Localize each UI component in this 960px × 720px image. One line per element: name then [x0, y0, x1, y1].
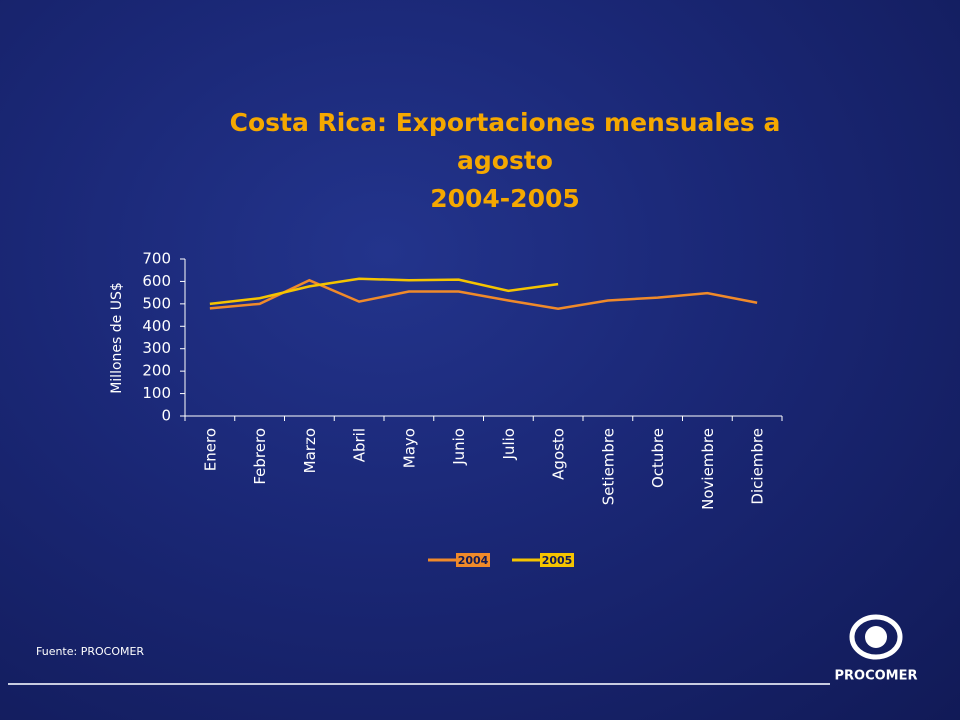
x-tick-label: Julio	[500, 428, 518, 460]
series-line	[209, 277, 559, 306]
logo	[849, 614, 903, 660]
x-tick-label: Mayo	[400, 428, 418, 468]
x-tick-label: Agosto	[550, 428, 568, 480]
x-tick-label: Febrero	[251, 428, 269, 485]
x-tick-label: Diciembre	[749, 428, 767, 505]
logo-globe	[865, 626, 887, 648]
logo-ring	[849, 614, 903, 660]
chart-title: Costa Rica: Exportaciones mensuales a ag…	[229, 108, 781, 175]
y-tick-label: 100	[142, 384, 171, 402]
y-tick-label: 0	[161, 407, 171, 425]
y-tick-label: 200	[142, 362, 171, 380]
x-tick-label: Octubre	[649, 428, 667, 488]
x-tick-label: Enero	[201, 428, 219, 471]
x-tick-label: Noviembre	[699, 428, 717, 510]
y-axis-label: Millones de US$	[109, 282, 125, 394]
y-tick-label: 700	[142, 250, 171, 268]
x-tick-label: Marzo	[301, 428, 319, 473]
source: Fuente: PROCOMER	[36, 645, 144, 658]
y-tick-label: 500	[142, 294, 171, 312]
legend-label: 2005	[542, 554, 573, 567]
series-line	[209, 278, 758, 311]
x-tick-label: Abril	[351, 428, 369, 462]
logo-text: PROCOMER	[834, 669, 917, 684]
y-tick-label: 300	[142, 339, 171, 357]
legend-label-bg	[456, 553, 490, 567]
chart-subtitle: 2004-2005	[430, 184, 580, 213]
x-tick-label: Junio	[450, 428, 468, 466]
chart-title-block: Costa Rica: Exportaciones mensuales a ag…	[180, 104, 830, 218]
y-tick-label: 600	[142, 272, 171, 290]
y-tick-label: 400	[142, 317, 171, 335]
x-tick-label: Setiembre	[599, 428, 617, 505]
legend-label-bg	[540, 553, 574, 567]
legend-label: 2004	[458, 554, 489, 567]
